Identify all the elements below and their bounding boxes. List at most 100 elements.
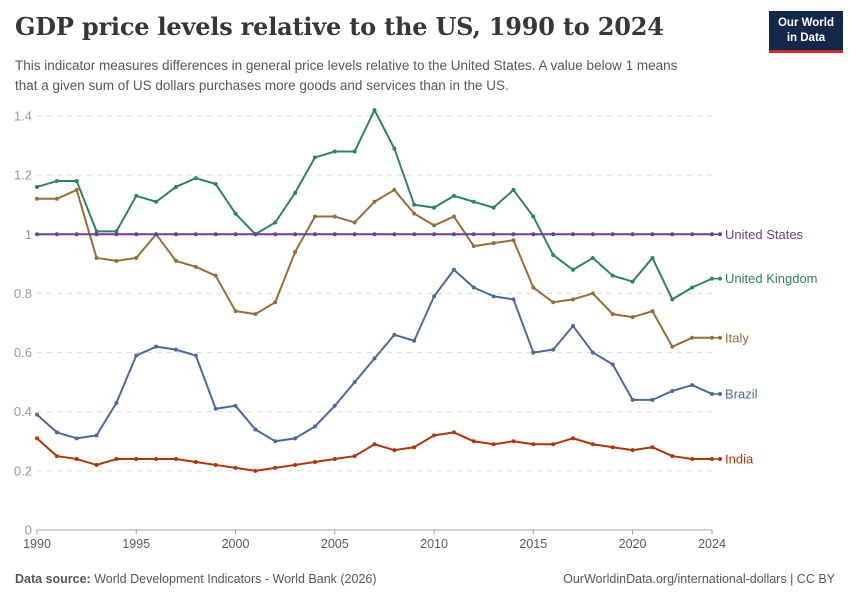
data-point xyxy=(551,442,556,447)
data-source-text: World Development Indicators - World Ban… xyxy=(90,572,377,586)
data-point xyxy=(213,232,218,237)
y-tick-label: 0.6 xyxy=(14,345,32,360)
data-point xyxy=(35,436,39,441)
data-point xyxy=(650,232,655,237)
data-point xyxy=(35,184,39,189)
x-tick-label: 2015 xyxy=(519,537,547,551)
data-point xyxy=(432,232,437,237)
series-line-italy[interactable] xyxy=(36,188,713,348)
chart-subtitle: This indicator measures differences in g… xyxy=(15,56,760,97)
data-point xyxy=(372,232,377,237)
data-point xyxy=(551,252,556,257)
data-point xyxy=(650,309,655,314)
data-point xyxy=(491,294,496,299)
credit-link[interactable]: OurWorldinData.org/international-dollars… xyxy=(563,572,835,586)
data-point xyxy=(233,403,238,408)
data-source-label: Data source: xyxy=(15,572,91,586)
data-point xyxy=(471,244,476,249)
data-point xyxy=(670,297,675,302)
data-point xyxy=(74,179,79,184)
data-point xyxy=(233,232,238,237)
data-point xyxy=(74,187,79,192)
series-markers-brazil xyxy=(35,267,714,444)
data-point xyxy=(213,406,218,411)
series-label-united-states[interactable]: United States xyxy=(725,227,804,242)
data-point xyxy=(551,347,556,352)
data-point xyxy=(253,312,258,317)
data-point xyxy=(650,397,655,402)
data-point xyxy=(173,232,178,237)
data-point xyxy=(74,232,79,237)
data-point xyxy=(571,267,576,272)
data-point xyxy=(590,442,595,447)
data-point xyxy=(392,232,397,237)
data-point xyxy=(670,389,675,394)
data-point xyxy=(213,462,218,467)
data-point xyxy=(312,424,317,429)
data-point xyxy=(690,285,695,290)
logo-line-1: Our World xyxy=(777,17,834,29)
x-tick-label: 2024 xyxy=(698,537,726,551)
data-point xyxy=(531,442,536,447)
data-point xyxy=(471,285,476,290)
data-point xyxy=(332,457,337,462)
data-point xyxy=(154,232,159,237)
data-point xyxy=(610,312,615,317)
data-point xyxy=(193,264,198,269)
data-point xyxy=(193,232,198,237)
data-point xyxy=(94,433,99,438)
x-tick-label: 2000 xyxy=(222,537,250,551)
data-point xyxy=(293,462,298,467)
y-tick-label: 0.8 xyxy=(14,286,32,301)
data-point xyxy=(114,457,119,462)
series-markers-united-states xyxy=(35,232,714,237)
data-point xyxy=(650,255,655,260)
series-label-india[interactable]: India xyxy=(725,452,754,467)
series-label-united-kingdom[interactable]: United Kingdom xyxy=(725,271,818,286)
data-point xyxy=(94,255,99,260)
data-point xyxy=(154,344,159,349)
series-label-brazil[interactable]: Brazil xyxy=(725,386,758,401)
data-point xyxy=(94,232,99,237)
data-point xyxy=(610,362,615,367)
data-point xyxy=(253,232,258,237)
data-point xyxy=(710,232,714,237)
data-point xyxy=(650,445,655,450)
owid-logo[interactable]: Our World in Data xyxy=(769,11,843,53)
data-point xyxy=(670,454,675,459)
data-point xyxy=(35,232,39,237)
data-point xyxy=(630,397,635,402)
data-point xyxy=(511,439,516,444)
data-point xyxy=(54,232,59,237)
data-point xyxy=(372,442,377,447)
data-point xyxy=(293,436,298,441)
data-point xyxy=(213,273,218,278)
series-label-italy[interactable]: Italy xyxy=(725,330,749,345)
data-point xyxy=(134,353,139,358)
data-point xyxy=(451,193,456,198)
data-point xyxy=(630,315,635,320)
data-point xyxy=(312,232,317,237)
data-point xyxy=(551,232,556,237)
subtitle-line-2: that a given sum of US dollars purchases… xyxy=(15,78,509,94)
data-point xyxy=(511,232,516,237)
data-point xyxy=(610,445,615,450)
data-point xyxy=(571,323,576,328)
data-point xyxy=(451,232,456,237)
data-point xyxy=(571,232,576,237)
label-connector-dot xyxy=(718,457,722,462)
data-point xyxy=(35,412,39,417)
data-point xyxy=(35,196,39,201)
y-tick-label: 0.2 xyxy=(14,463,32,478)
data-point xyxy=(54,454,59,459)
series-line-united-kingdom[interactable] xyxy=(36,109,713,301)
data-point xyxy=(392,332,397,337)
data-point xyxy=(710,335,714,340)
data-point xyxy=(372,108,377,113)
data-point xyxy=(412,445,417,450)
chart-title: GDP price levels relative to the US, 199… xyxy=(15,12,664,41)
series-line-india[interactable] xyxy=(36,431,713,472)
data-point xyxy=(590,255,595,260)
data-point xyxy=(352,380,357,385)
